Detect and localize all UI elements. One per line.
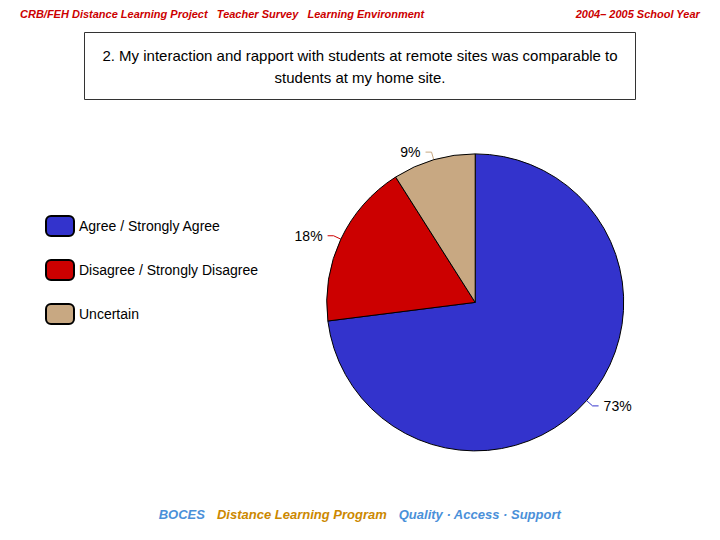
svg-text:73%: 73% [604,398,632,414]
svg-text:Agree / Strongly Agree: Agree / Strongly Agree [79,218,220,234]
svg-text:Disagree / Strongly Disagree: Disagree / Strongly Disagree [79,262,258,278]
svg-text:students at my home site.: students at my home site. [275,69,446,86]
svg-text:18%: 18% [295,228,323,244]
svg-text:2004– 2005 School Year: 2004– 2005 School Year [575,8,701,20]
svg-text:Quality · Access · Support: Quality · Access · Support [399,507,562,522]
svg-text:Uncertain: Uncertain [79,306,139,322]
svg-text:BOCES: BOCES [159,507,206,522]
svg-text:2. My interaction and rapport: 2. My interaction and rapport with stude… [102,47,617,64]
svg-text:Distance Learning Program: Distance Learning Program [217,507,387,522]
svg-text:9%: 9% [400,144,420,160]
svg-text:CRB/FEH Distance Learning Proj: CRB/FEH Distance Learning Project Teache… [20,8,426,20]
